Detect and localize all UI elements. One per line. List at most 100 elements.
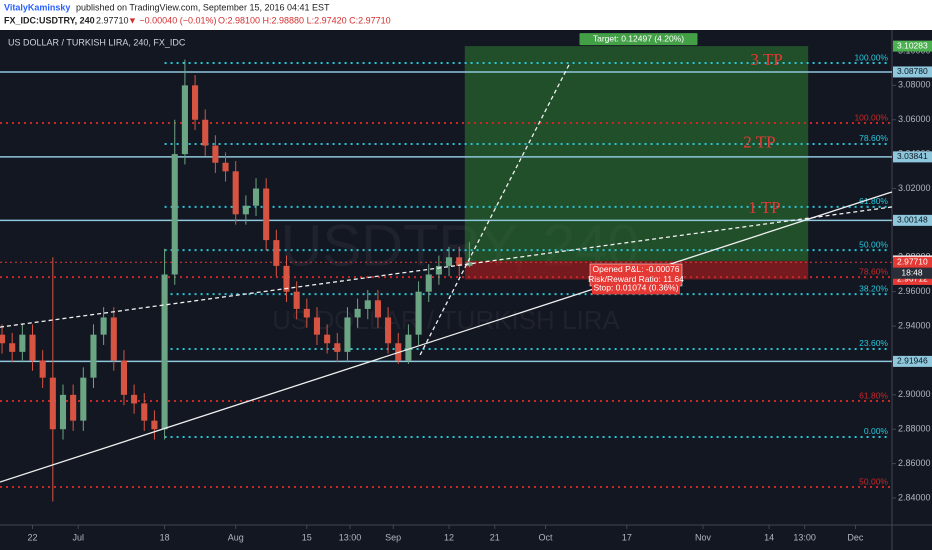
rr-label: Risk/Reward Ratio: 11.64 [588, 274, 684, 284]
x-tick-label: 13:00 [793, 532, 816, 542]
axis-label: 2.97710 [897, 257, 928, 267]
axis-label-box [893, 40, 932, 52]
axis-label-box [893, 355, 932, 367]
candle-body [354, 308, 361, 318]
axis-label: 3.08780 [897, 66, 928, 76]
candle-body [324, 334, 331, 344]
x-tick-label: 18 [160, 532, 170, 542]
trendline [0, 206, 893, 328]
chart-title: US DOLLAR / TURKISH LIRA, 240, FX_IDC [8, 37, 186, 47]
axis-label: 3.00148 [897, 215, 928, 225]
candle-body [39, 360, 46, 378]
candle-body [222, 162, 229, 172]
candle-body [242, 205, 249, 215]
fib-label: 78.60% [859, 266, 888, 276]
fib-label: 38.20% [859, 283, 888, 293]
tp-label: 3 TP [750, 50, 782, 69]
x-tick-label: 22 [28, 532, 38, 542]
candle-body [181, 85, 188, 155]
candle-body [364, 300, 371, 309]
axis-label: 3.03841 [897, 151, 928, 161]
fib-label: 61.80% [859, 390, 888, 400]
candle-body [374, 300, 381, 318]
candle-body [344, 317, 351, 352]
candle-body [293, 291, 300, 309]
candle-body [415, 291, 422, 335]
candle-body [9, 343, 16, 352]
candle-body [435, 265, 442, 275]
candle-body [466, 262, 473, 266]
candle-body [80, 377, 87, 421]
candle-body [283, 265, 290, 292]
candle-body [212, 145, 219, 163]
candle-body [202, 119, 209, 146]
candle-body [192, 85, 199, 120]
candle-body [49, 377, 56, 430]
x-tick-label: 12 [444, 532, 454, 542]
fib-label: 23.60% [859, 338, 888, 348]
fib-label: 50.00% [859, 239, 888, 249]
candle-body [446, 257, 453, 266]
x-tick-label: 14 [764, 532, 774, 542]
x-tick-label: 21 [490, 532, 500, 542]
axis-label-box [893, 214, 932, 226]
symbol: FX_IDC:USDTRY, 240 [4, 15, 95, 25]
candle-body [232, 171, 239, 215]
countdown-box [893, 267, 932, 279]
candle-body [131, 394, 138, 404]
candle-body [456, 257, 463, 266]
fib-label: 50.00% [859, 476, 888, 486]
axis-label-box [893, 256, 932, 268]
candle-body [100, 317, 107, 335]
candle-body [59, 394, 67, 430]
fib-label: 61.80% [859, 196, 888, 206]
header-bg [0, 0, 932, 30]
y-tick-label: 3.08000 [898, 80, 931, 90]
x-tick-label: 15 [302, 532, 312, 542]
candle-body [19, 334, 26, 352]
change: ▼ −0.00040 (−0.01%) [128, 15, 216, 25]
candle-body [263, 188, 270, 241]
watermark-sub: US DOLLAR / TURKISH LIRA [272, 305, 620, 335]
tp-label: 2 TP [743, 133, 775, 152]
last: 2.97710 [96, 15, 129, 25]
x-tick-label: 13:00 [339, 532, 362, 542]
axis-label-box [893, 66, 932, 78]
x-tick-label: 17 [622, 532, 632, 542]
axis-label: 2.91946 [897, 356, 928, 366]
y-tick-label: 2.88000 [898, 424, 931, 434]
fib-label: 100.00% [854, 52, 888, 62]
x-tick-label: Nov [695, 532, 712, 542]
trendline [0, 191, 893, 483]
axis-label-box [893, 151, 932, 163]
candle-body [313, 317, 321, 335]
candle-body [303, 308, 310, 318]
candle-body [90, 334, 97, 378]
y-tick-label: 2.94000 [898, 320, 931, 330]
candle-body [110, 317, 117, 361]
y-tick-label: 3.02000 [898, 183, 931, 193]
candle-body [334, 343, 341, 352]
candle-body [120, 360, 127, 395]
axis-label: 3.10283 [897, 40, 928, 50]
x-tick-label: Sep [385, 532, 401, 542]
fib-label: 100.00% [854, 112, 888, 122]
candle-body [141, 403, 148, 421]
y-tick-label: 3.06000 [898, 114, 931, 124]
target-box [579, 33, 698, 46]
candle-body [273, 240, 280, 266]
target-label: Target: 0.12497 (4.20%) [593, 33, 684, 43]
y-tick-label: 2.90000 [898, 389, 931, 399]
x-tick-label: Aug [228, 532, 244, 542]
author[interactable]: VitalyKaminsky [4, 2, 70, 12]
x-tick-label: Dec [847, 532, 864, 542]
target-zone [464, 46, 809, 261]
fib-label: 78.60% [859, 133, 888, 143]
x-tick-label: Oct [539, 532, 554, 542]
published: published on TradingView.com, September … [76, 2, 330, 12]
ohlc: O:2.98100 H:2.98880 L:2.97420 C:2.97710 [218, 15, 391, 25]
axis-label-box [893, 273, 932, 285]
candle-body [161, 274, 168, 430]
